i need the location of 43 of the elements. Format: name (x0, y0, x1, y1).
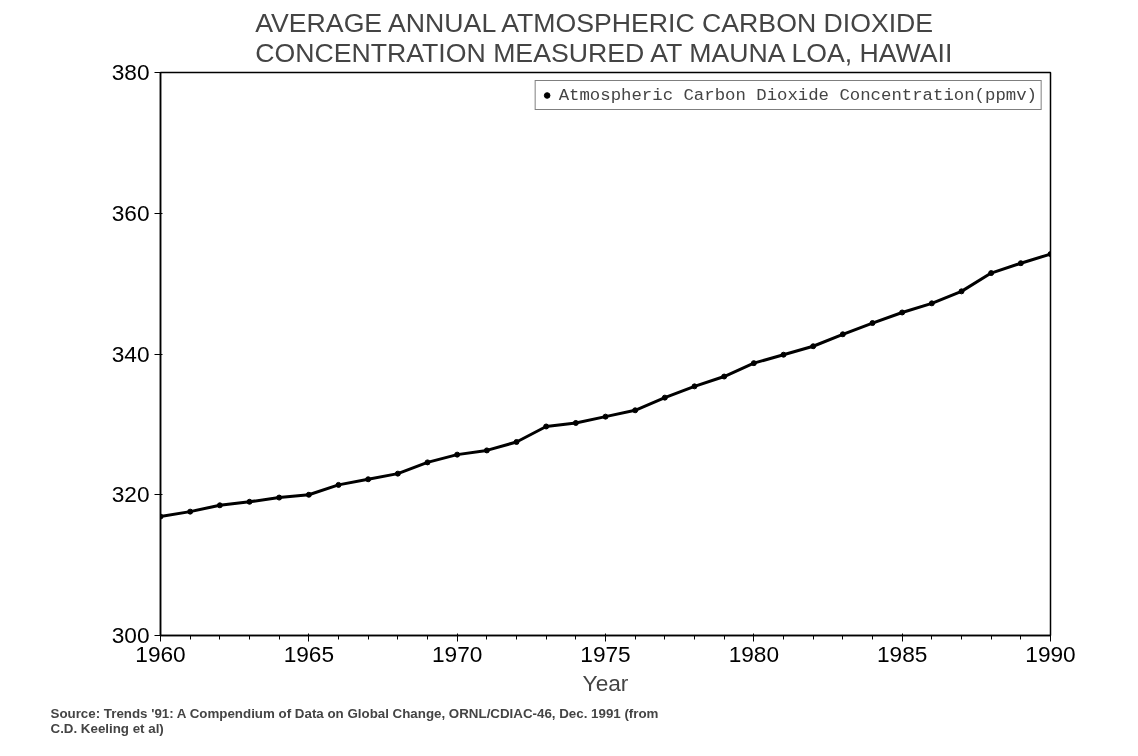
point (988, 270, 995, 277)
point (543, 423, 550, 430)
source-note: Source: Trends '91: A Compendium of Data on Global Change, ORNL/CDIAC-46, Dec. 1991 (from C.D. Keeling et al) (50, 705, 659, 736)
point (365, 476, 372, 483)
x-axis-title: Year (582, 669, 629, 696)
legend-label: Atmospheric Carbon Dioxide Concentration(ppmv) (558, 85, 1037, 105)
point (483, 447, 490, 454)
point (424, 459, 431, 466)
point (187, 508, 194, 515)
chart-title: AVERAGE ANNUAL ATMOSPHERIC CARBON DIOXIDE CONCENTRATION MEASURED AT MAUNA LOA, HAWAII (255, 7, 953, 68)
point (839, 331, 846, 338)
point (246, 498, 253, 505)
x-tick-label: 1970 (431, 640, 483, 667)
x-tick-label: 1985 (876, 640, 928, 667)
point (276, 494, 283, 501)
point (928, 300, 935, 307)
point (810, 343, 817, 350)
point (632, 407, 639, 414)
point (958, 288, 965, 295)
point (691, 383, 698, 390)
point (750, 360, 757, 367)
point (216, 502, 223, 509)
point (721, 373, 728, 380)
point (572, 419, 579, 426)
x-tick-label: 1990 (1025, 640, 1076, 667)
point (899, 309, 906, 316)
y-tick-label: 320 (111, 481, 150, 508)
point (602, 413, 609, 420)
point (394, 470, 401, 477)
x-tick-label: 1975 (580, 640, 631, 667)
y-tick-label: 340 (111, 340, 150, 367)
y-tick-label: 360 (111, 199, 150, 226)
point (780, 351, 787, 358)
point (335, 481, 342, 488)
point (454, 451, 461, 458)
point (661, 394, 668, 401)
point (1017, 260, 1024, 267)
point (513, 438, 520, 445)
x-tick-label: 1965 (283, 640, 335, 667)
point (869, 320, 876, 327)
x-tick-label: 1980 (728, 640, 780, 667)
point (305, 491, 312, 498)
y-tick-label: 380 (111, 59, 150, 85)
